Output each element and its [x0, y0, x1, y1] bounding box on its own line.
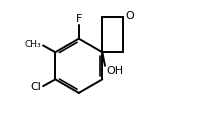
Text: CH₃: CH₃ [25, 40, 41, 49]
Text: Cl: Cl [30, 82, 41, 92]
Text: OH: OH [106, 66, 123, 76]
Text: F: F [75, 14, 82, 24]
Text: O: O [125, 11, 133, 21]
